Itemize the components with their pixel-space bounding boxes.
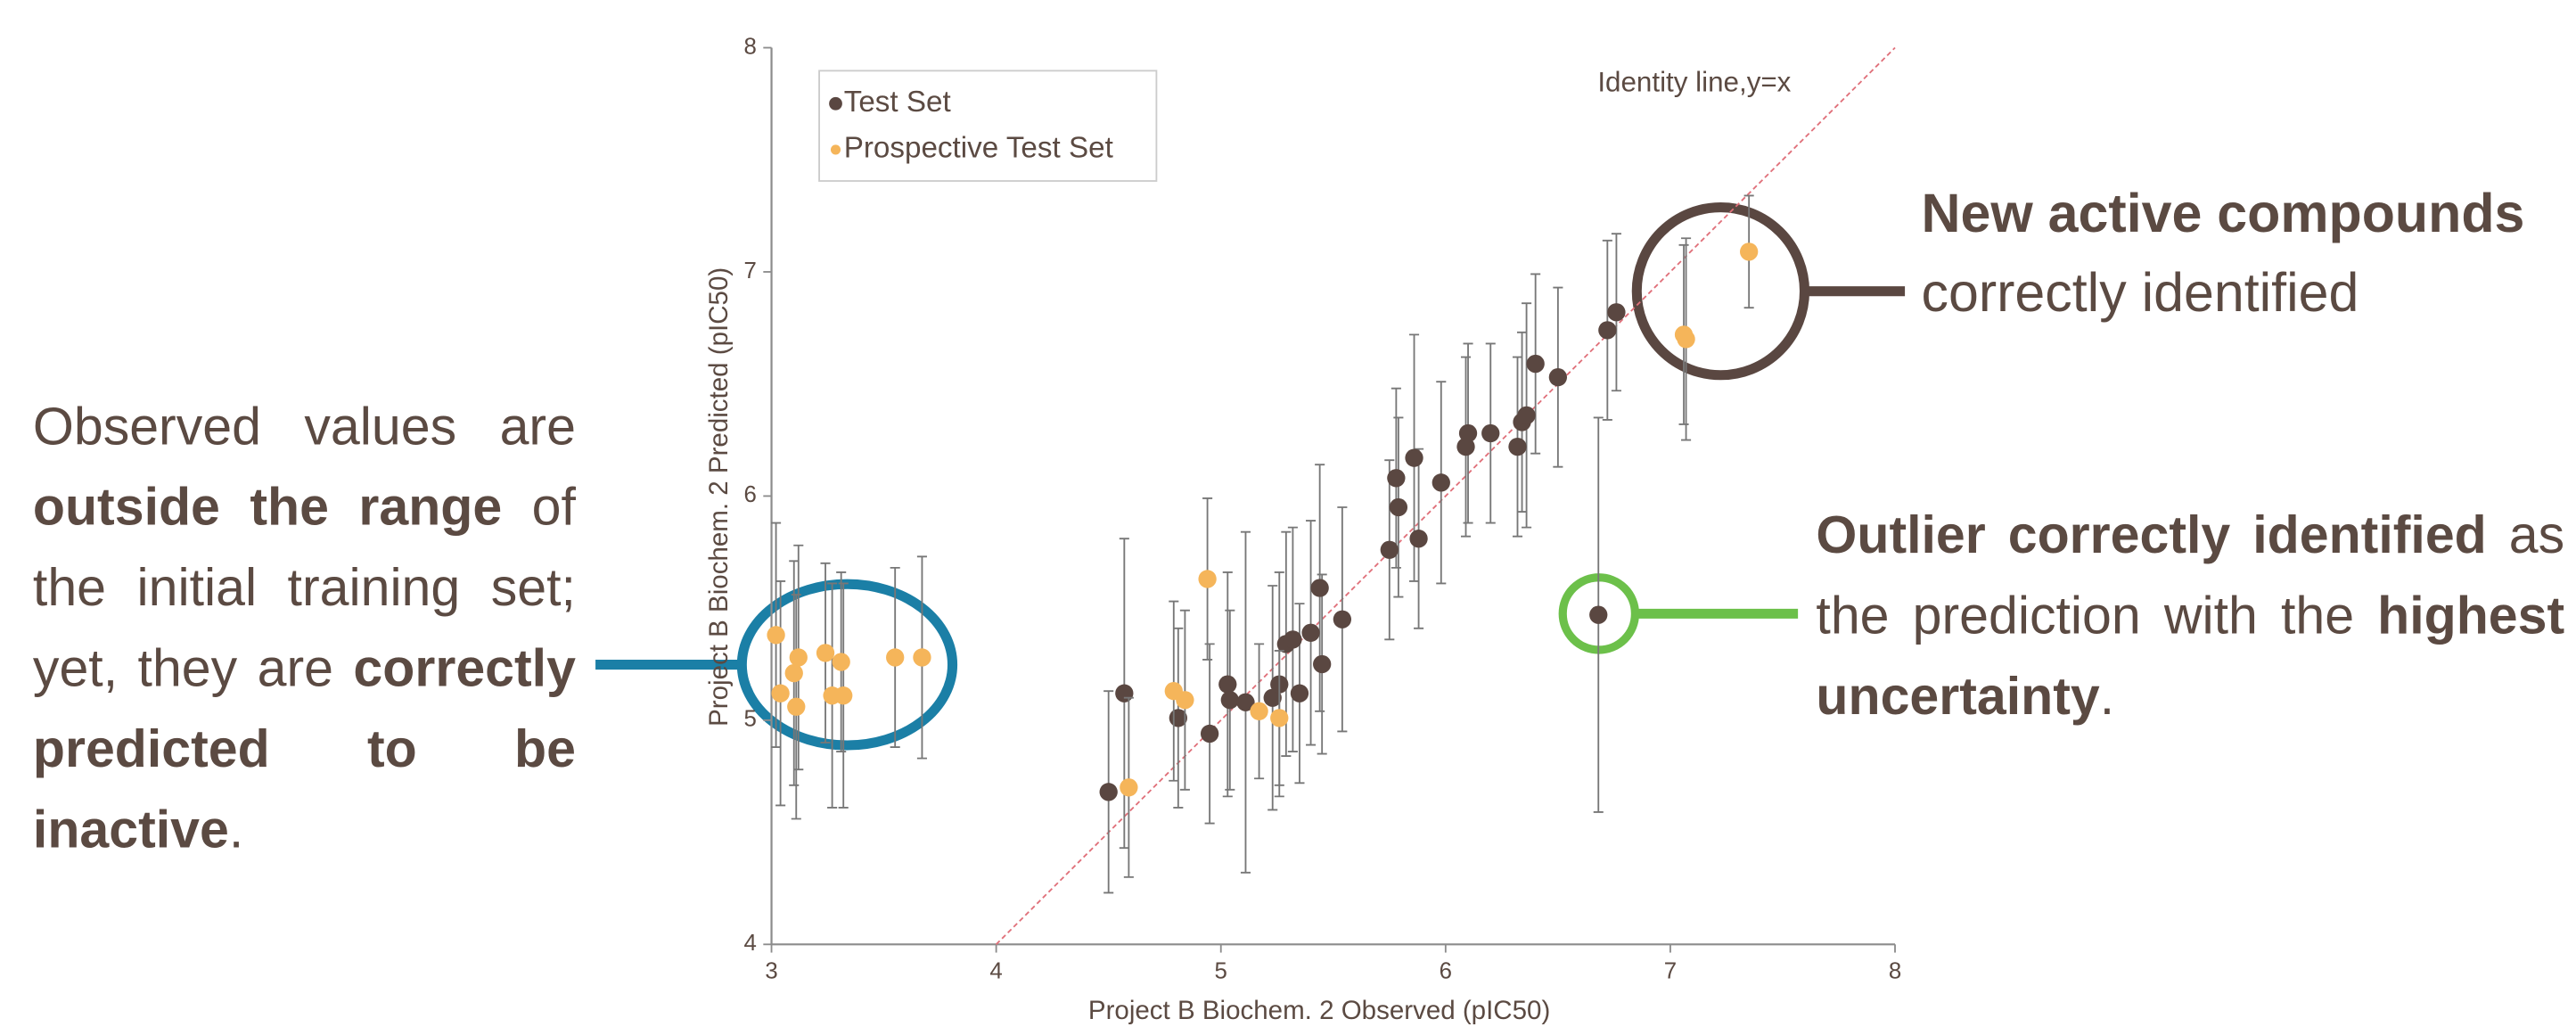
series bbox=[1099, 233, 1626, 894]
annotation-text: . bbox=[2099, 666, 2115, 726]
point bbox=[834, 686, 853, 705]
point bbox=[1310, 579, 1329, 597]
x-tick-label: 5 bbox=[1215, 959, 1227, 984]
point bbox=[1333, 610, 1352, 629]
point bbox=[1198, 570, 1217, 588]
annotation-bold: New active compounds bbox=[1921, 182, 2525, 244]
point bbox=[1200, 724, 1219, 744]
x-tick-label: 7 bbox=[1664, 959, 1677, 984]
point bbox=[789, 648, 808, 667]
point bbox=[1120, 778, 1138, 797]
left-annotation: Observed values are outside the range of… bbox=[33, 387, 576, 871]
annotation-text: correctly identified bbox=[1921, 261, 2359, 323]
point bbox=[767, 626, 785, 645]
point bbox=[1458, 423, 1478, 443]
point bbox=[886, 648, 905, 667]
top-right-annotation: New active compounds correctly identified bbox=[1922, 175, 2576, 333]
point bbox=[1313, 654, 1332, 674]
x-axis-label: Project B Biochem. 2 Observed (pIC50) bbox=[1088, 996, 1550, 1025]
point bbox=[1220, 691, 1239, 710]
point bbox=[1263, 688, 1282, 707]
annotation-bold: highest uncertainty bbox=[1816, 585, 2565, 726]
point bbox=[913, 648, 931, 667]
legend-label: Test Set bbox=[844, 86, 951, 119]
point bbox=[1301, 623, 1320, 642]
point bbox=[1284, 630, 1302, 649]
x-tick-label: 8 bbox=[1889, 959, 1901, 984]
legend-marker bbox=[830, 144, 841, 155]
legend-box bbox=[818, 70, 1158, 182]
point bbox=[1409, 530, 1428, 548]
highlight-circle bbox=[1631, 201, 1810, 381]
point bbox=[1099, 783, 1118, 801]
point bbox=[1380, 540, 1399, 559]
point bbox=[1526, 354, 1545, 374]
point bbox=[784, 663, 803, 683]
x-tick-label: 4 bbox=[989, 959, 1002, 984]
point bbox=[832, 653, 850, 671]
point bbox=[1432, 473, 1450, 492]
point bbox=[1548, 367, 1568, 387]
legend-label: Prospective Test Set bbox=[844, 132, 1113, 165]
annotation-text: of the initial training set; yet, they a… bbox=[32, 477, 576, 698]
point bbox=[1517, 406, 1536, 425]
point bbox=[1176, 691, 1194, 710]
y-tick-label: 5 bbox=[744, 707, 757, 732]
annotation-text: . bbox=[228, 799, 244, 859]
point bbox=[1270, 709, 1289, 727]
point bbox=[1598, 321, 1617, 340]
point bbox=[1481, 423, 1500, 443]
legend-marker bbox=[829, 96, 842, 111]
annotation-bold: Outlier correctly identified bbox=[1816, 505, 2487, 565]
point bbox=[1115, 684, 1134, 702]
series bbox=[767, 194, 1759, 878]
point bbox=[1508, 437, 1527, 456]
point bbox=[1250, 702, 1268, 720]
mid-right-annotation: Outlier correctly identified as the pred… bbox=[1816, 495, 2564, 736]
point bbox=[1389, 497, 1408, 517]
y-tick-label: 4 bbox=[744, 931, 757, 956]
annotation-bold: correctly predicted to be inactive bbox=[32, 638, 576, 859]
annotation-bold: outside the range bbox=[32, 477, 503, 537]
point bbox=[1589, 605, 1608, 624]
point bbox=[1387, 469, 1406, 488]
point bbox=[787, 697, 806, 716]
x-tick-label: 6 bbox=[1440, 959, 1452, 984]
identity-line bbox=[995, 46, 1896, 945]
point bbox=[1456, 437, 1475, 456]
y-tick-label: 6 bbox=[744, 482, 757, 507]
point bbox=[1740, 242, 1759, 261]
identity-label: Identity line,y=x bbox=[1597, 66, 1791, 97]
point bbox=[771, 684, 790, 702]
annotation-text: Observed values are bbox=[32, 396, 576, 456]
point bbox=[1290, 684, 1309, 702]
y-tick-label: 7 bbox=[744, 259, 757, 283]
x-tick-label: 3 bbox=[765, 959, 777, 984]
y-axis-label: Project B Biochem. 2 Predicted (pIC50) bbox=[704, 267, 734, 727]
point bbox=[1405, 448, 1423, 467]
annotation-text: as the prediction with the bbox=[1816, 505, 2565, 645]
point bbox=[1677, 330, 1695, 349]
point bbox=[1236, 693, 1255, 711]
point bbox=[816, 644, 835, 662]
y-tick-label: 8 bbox=[744, 34, 757, 59]
point bbox=[1607, 303, 1626, 322]
point bbox=[1218, 675, 1237, 694]
